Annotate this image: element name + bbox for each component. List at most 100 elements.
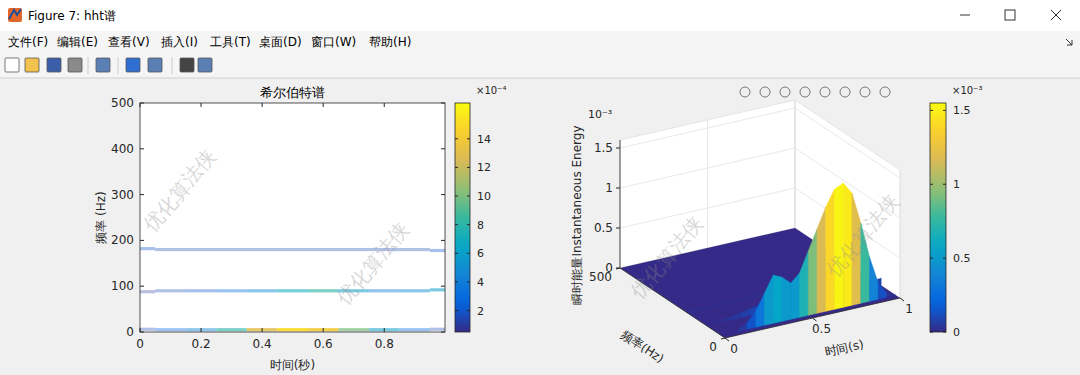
x-tick-label: 0.4: [253, 337, 272, 351]
colorbar-tick-label: 8: [477, 219, 484, 232]
colorbar-tick: [930, 332, 933, 333]
spectrum-cell: [277, 248, 308, 251]
chart-title: 希尔伯特谱: [260, 85, 325, 100]
colorbar-tick: [943, 258, 946, 259]
surface-patch: [731, 299, 740, 303]
colorbar-exponent: ×10⁻³: [952, 85, 982, 96]
menu-item[interactable]: 编辑(E): [57, 35, 98, 49]
surface-patch: [687, 309, 696, 313]
menu-item[interactable]: 插入(I): [161, 35, 198, 49]
colorbar-tick-label: 10: [477, 190, 491, 203]
axes-toolbar-button[interactable]: [760, 87, 770, 97]
colorbar-tick: [455, 196, 458, 197]
y-tick: [140, 103, 144, 104]
colorbar-tick-label: 12: [477, 161, 491, 174]
watermark: 优化算法侠: [625, 211, 708, 303]
x-tick: [900, 298, 904, 301]
y-tick: [441, 148, 445, 149]
menu-item[interactable]: 窗口(W): [311, 35, 356, 49]
x-tick: [384, 328, 385, 332]
y-tick-label: 300: [111, 188, 134, 202]
z-tick-label: 1: [605, 181, 613, 195]
toolbar-button[interactable]: [198, 58, 212, 72]
surface-patch: [756, 293, 765, 327]
axes-toolbar-button[interactable]: [860, 87, 870, 97]
spectrum-cell: [247, 328, 278, 331]
colorbar-tick: [467, 253, 470, 254]
colorbar-tick-label: 1.5: [953, 104, 971, 117]
y-tick: [140, 332, 144, 333]
toolbar-separator: [118, 57, 119, 74]
axes-toolbar-button[interactable]: [840, 87, 850, 97]
z-tick-label: 1.5: [594, 141, 613, 155]
toolbar-button[interactable]: [148, 58, 162, 72]
z-tick: [616, 228, 620, 229]
x-tick-label: 0.8: [375, 337, 394, 351]
x-tick: [201, 103, 202, 107]
surface-patch: [747, 311, 756, 329]
axes-toolbar-button[interactable]: [820, 87, 830, 97]
axes-toolbar-button[interactable]: [780, 87, 790, 97]
toolbar-button[interactable]: [47, 58, 61, 72]
colorbar-tick-label: 6: [477, 247, 484, 260]
menu-item[interactable]: 查看(V): [108, 35, 150, 49]
y-tick: [616, 268, 620, 269]
y-tick: [140, 286, 144, 287]
surface-patch: [714, 303, 723, 307]
z-tick-label: 0: [605, 261, 613, 275]
x-tick: [140, 328, 141, 332]
y-tick-label: 500: [111, 96, 134, 110]
toolbar-button[interactable]: [96, 58, 110, 72]
z-axis-line: [620, 140, 621, 268]
surface-patch: [696, 307, 705, 311]
surface-patch: [782, 277, 791, 321]
surface-patch: [808, 229, 817, 315]
colorbar-tick-label: 0.5: [953, 252, 971, 265]
grid-line: [620, 148, 900, 218]
surface-patch: [705, 305, 714, 309]
toolbar-button[interactable]: [126, 58, 140, 72]
y-tick-label: 100: [111, 279, 134, 293]
menu-item[interactable]: 工具(T): [210, 35, 251, 49]
plot-area: [140, 103, 445, 332]
x-tick: [813, 318, 817, 321]
minimize-button[interactable]: [960, 15, 970, 16]
toolbar-button[interactable]: [25, 58, 39, 72]
colorbar: [455, 103, 470, 332]
x-axis-label: 时间(秒): [270, 358, 315, 372]
toolbar-button[interactable]: [180, 58, 194, 72]
colorbar-tick: [943, 332, 946, 333]
surface-patch: [732, 313, 741, 320]
spectrum-cell: [400, 248, 430, 251]
colorbar-tick: [455, 167, 458, 168]
toolbar-button[interactable]: [5, 58, 19, 72]
y-tick: [441, 103, 445, 104]
x-tick-label: 0.6: [314, 337, 333, 351]
axes-toolbar-button[interactable]: [880, 87, 890, 97]
y-tick: [140, 194, 144, 195]
x-tick: [323, 103, 324, 107]
menu-item[interactable]: 桌面(D): [259, 35, 302, 49]
colorbar-tick: [455, 138, 458, 139]
y-tick-label: 200: [111, 233, 134, 247]
surface-patch: [730, 330, 739, 334]
spectrum-cell: [308, 328, 339, 331]
grid-line: [707, 120, 708, 248]
colorbar-tick: [455, 281, 458, 282]
colorbar-tick: [943, 110, 946, 111]
x-tick: [323, 328, 324, 332]
colorbar-tick: [455, 253, 458, 254]
menu-item[interactable]: 帮助(H): [369, 35, 411, 49]
colorbar-tick: [467, 224, 470, 225]
toolbar-button[interactable]: [68, 58, 82, 72]
x-axis-line: [725, 298, 900, 338]
surface-patch: [724, 316, 733, 321]
y-axis-label: 频率(Hz): [618, 328, 666, 366]
spectrum-cell: [430, 288, 445, 291]
axes-toolbar-button[interactable]: [800, 87, 810, 97]
title-bar: [0, 0, 1080, 31]
close-button[interactable]: [1051, 10, 1061, 20]
menu-item[interactable]: 文件(F): [8, 35, 48, 49]
axes-toolbar-button[interactable]: [740, 87, 750, 97]
maximize-button[interactable]: [1005, 10, 1015, 20]
